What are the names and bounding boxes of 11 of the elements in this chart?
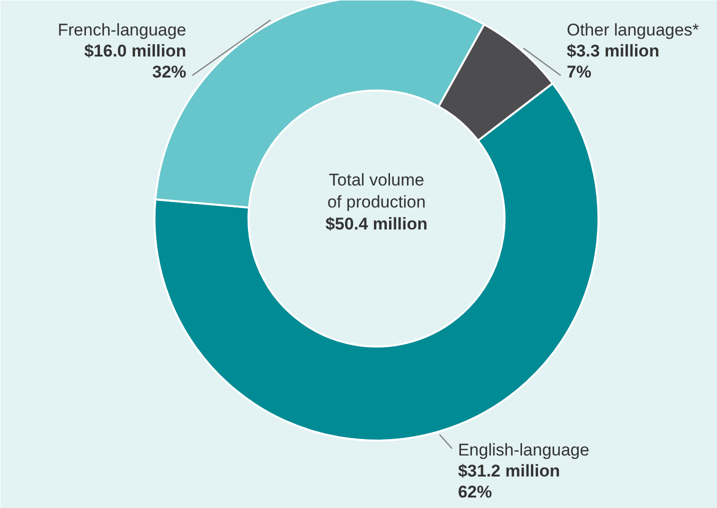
text: 7% [566, 62, 592, 82]
data-label: $31.2 million [458, 462, 560, 480]
slice-label: French-language [58, 20, 186, 40]
text: Total volume of production [327, 170, 426, 212]
data-label: $3.3 million [566, 42, 660, 60]
text: $50.4 million [325, 214, 428, 234]
text: 32% [152, 62, 186, 82]
slice-label: English-language [458, 440, 590, 460]
data-label: $16.0 million [84, 42, 186, 60]
text: 62% [458, 482, 492, 502]
slice-label: Other languages* [566, 20, 700, 40]
